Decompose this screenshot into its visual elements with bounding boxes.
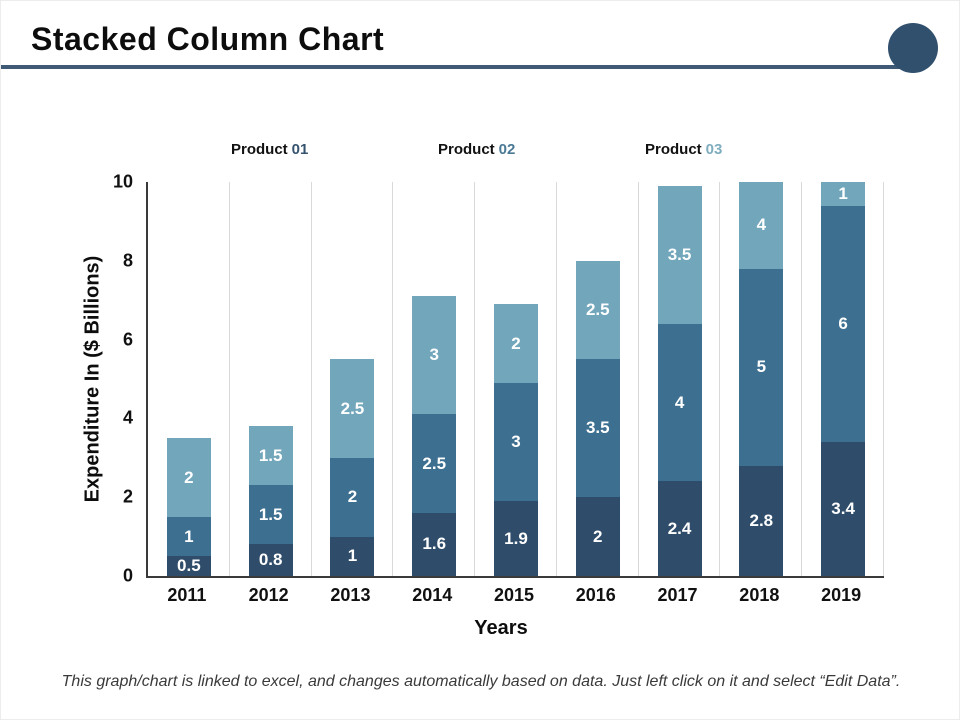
y-tick-label: 2: [122, 486, 133, 507]
y-tick-label: 10: [112, 171, 133, 192]
bar-value-label: 6: [838, 313, 848, 333]
x-tick-label: 2013: [330, 585, 371, 605]
bar-value-label: 2: [347, 487, 358, 507]
x-tick-label: 2015: [493, 585, 535, 605]
bar-segment: [494, 382, 538, 502]
y-axis-ticks: 0 2 4 6 8 10: [91, 172, 133, 586]
bar-segment: [248, 544, 293, 576]
bar-value-label: 2.5: [340, 398, 365, 418]
bar-value-label: 2.4: [667, 518, 692, 538]
gridline: [310, 182, 312, 576]
legend-item-product-02: Product 02: [438, 141, 515, 158]
bar-value-label: 3: [429, 345, 439, 365]
bar-segment: [412, 414, 457, 513]
bar-value-label: 3: [511, 432, 521, 452]
bar-value-label: 2.5: [422, 453, 447, 473]
bar-segment: [739, 182, 784, 269]
bar-segment: [575, 497, 620, 576]
legend-number: 02: [498, 141, 516, 158]
bar-segment: [821, 182, 866, 206]
gridline: [228, 182, 230, 576]
page-title: Stacked Column Chart: [31, 21, 385, 57]
legend-item-product-03: Product 03: [645, 141, 722, 158]
x-tick-label: 2017: [657, 585, 698, 605]
bar-segment: [494, 501, 538, 576]
bar-value-label: 1: [838, 183, 848, 203]
bar-segment: [821, 442, 866, 576]
y-tick-label: 4: [122, 407, 133, 428]
bar-value-label: 1.6: [422, 534, 447, 554]
legend-label: Product: [438, 141, 495, 158]
gridline: [474, 182, 476, 576]
bar-segment: [330, 457, 375, 537]
bar-value-label: 4: [674, 392, 685, 412]
bar-value-label: 0.5: [177, 556, 201, 576]
x-tick-label: 2018: [739, 585, 780, 605]
x-tick-label: 2014: [412, 585, 453, 605]
x-axis-title: Years: [474, 617, 528, 639]
bar-segment: [657, 323, 702, 482]
bar-segment: [821, 205, 866, 443]
gridline: [555, 182, 557, 576]
title-underline: [1, 65, 907, 69]
bar-segment: [330, 536, 375, 576]
chart-legend: Product 01 Product 02 Product 03: [1, 141, 959, 161]
bar-value-label: 2: [184, 467, 194, 487]
bar-value-label: 5: [756, 357, 767, 377]
gridline: [637, 182, 639, 576]
legend-label: Product: [231, 141, 288, 158]
bar-segment: [575, 260, 620, 360]
bar-value-label: 1: [184, 526, 194, 546]
plot-area: 0.5 1 2 0.8 1.5 1.5 1 2 2.5 1.6 2.5 3 1.9 3 2 2 3.5 2.5 2.…: [146, 182, 884, 578]
x-tick-label: 2012: [248, 585, 289, 605]
bar-segment: [657, 185, 702, 324]
gridline: [801, 182, 803, 576]
bar-value-label: 1.9: [504, 528, 528, 548]
bar-segment: [248, 426, 293, 486]
bar-value-label: 1: [347, 546, 358, 566]
bar-segment: [575, 359, 620, 498]
bar-segment: [739, 465, 784, 576]
title-accent-circle: [888, 23, 938, 73]
bar-segment: [657, 481, 702, 576]
bar-segment: [166, 516, 211, 557]
bar-segment: [330, 359, 375, 458]
bar-value-label: 0.8: [258, 550, 283, 570]
gridline: [883, 182, 884, 576]
bar-value-label: 3.5: [667, 244, 692, 264]
gridline: [392, 182, 394, 576]
footer-note: This graph/chart is linked to excel, and…: [61, 673, 901, 690]
y-tick-label: 0: [122, 565, 133, 586]
x-tick-label: 2019: [821, 585, 862, 605]
bar-value-label: 2.8: [749, 510, 774, 530]
bar-value-label: 1.5: [258, 504, 283, 524]
bar-value-label: 2: [593, 526, 603, 546]
bar-segment: [412, 296, 457, 415]
bar-value-label: 3.5: [585, 418, 610, 438]
bar-segment: [166, 438, 211, 517]
x-axis-ticks: 2011 2012 2013 2014 2015 2016 2017 2018 2019: [146, 585, 882, 607]
legend-label: Product: [645, 141, 702, 158]
x-tick-label: 2016: [575, 585, 616, 605]
bar-segment: [494, 304, 538, 383]
y-tick-label: 6: [122, 329, 133, 350]
bar-value-label: 2.5: [585, 300, 610, 320]
legend-number: 03: [705, 141, 723, 158]
legend-number: 01: [291, 141, 309, 158]
x-tick-label: 2011: [167, 585, 207, 605]
legend-item-product-01: Product 01: [231, 141, 308, 158]
gridline: [719, 182, 721, 576]
bar-value-label: 2: [511, 333, 521, 353]
bar-value-label: 3.4: [831, 499, 855, 519]
bar-segment: [412, 512, 457, 576]
bar-segment: [166, 556, 211, 576]
y-tick-label: 8: [122, 250, 133, 271]
bar-segment: [739, 268, 784, 466]
bar-value-label: 4: [756, 215, 767, 235]
bar-value-label: 1.5: [258, 445, 283, 465]
bar-segment: [248, 485, 293, 545]
